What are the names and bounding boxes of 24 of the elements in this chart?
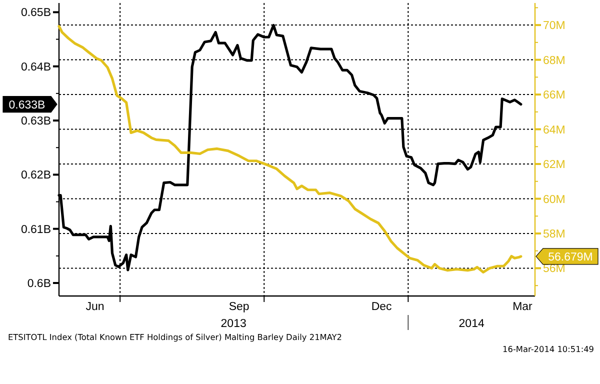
text: 2013 [220, 318, 246, 330]
text: 16-Mar-2014 10:51:49 [502, 344, 594, 354]
text: ETSITOTL Index (Total Known ETF Holdings of Silver) Malting Barley Daily 21MAY2 [8, 332, 342, 342]
y2-tick-label: 62M [543, 159, 566, 172]
y2-tick-label: 66M [543, 90, 566, 102]
x-tick-label: Jun [86, 301, 104, 313]
y-tick-label: 0.61B [20, 224, 52, 236]
y2-tick-label: 68M [543, 54, 566, 67]
y2-tick-label: 64M [543, 124, 566, 136]
y2-tick-label: 60M [543, 194, 566, 206]
y2-tick-label: 58M [543, 228, 566, 240]
x-tick-label: Dec [371, 301, 392, 313]
y-tick-label: 0.65B [20, 7, 52, 20]
x-tick-label: Mar [512, 301, 533, 313]
text: 2014 [458, 318, 485, 330]
y-tick-label: 0.63B [20, 116, 52, 128]
y2-tick-label: 70M [543, 20, 566, 32]
y-tick-label: 0.62B [20, 170, 52, 182]
y2-tick-label: 56M [543, 263, 566, 276]
text: 56.679M [548, 251, 593, 264]
text: 0.633B [8, 99, 46, 112]
y-tick-label: 0.6B [27, 278, 52, 290]
y-tick-label: 0.64B [20, 61, 52, 74]
x-tick-label: Sep [228, 301, 250, 313]
